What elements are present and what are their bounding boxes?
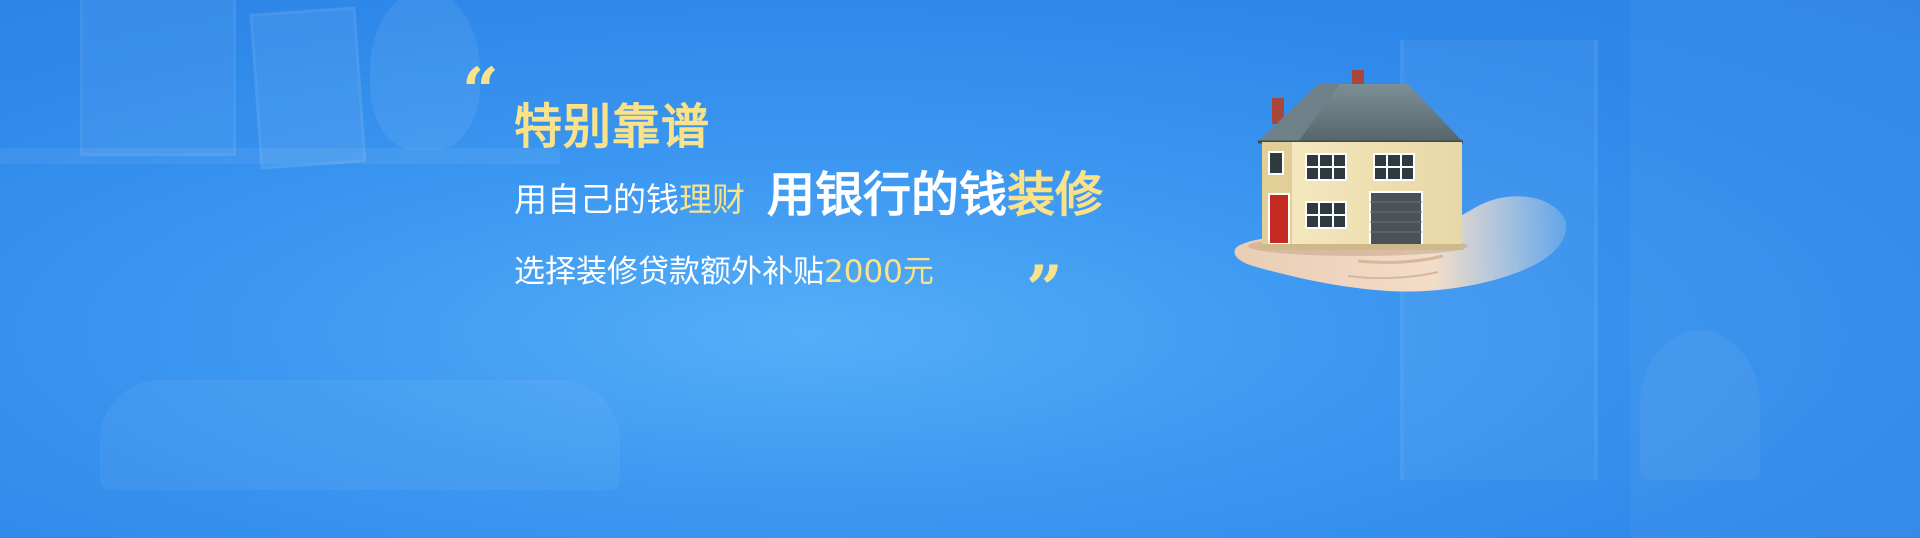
background-sofa <box>100 380 620 490</box>
background-shelf <box>0 148 560 164</box>
close-quote-icon: ” <box>1026 252 1063 327</box>
subsidy-text: 选择装修贷款额外补贴 <box>514 254 824 290</box>
house-in-hand-icon <box>1228 56 1588 318</box>
slogan-finance: 理财 <box>679 180 745 219</box>
slogan-bank-money: 用银行的钱 <box>767 167 1008 223</box>
subsidy-line: 选择装修贷款额外补贴2000元 <box>514 246 934 291</box>
slogan-renovation: 装修 <box>1007 167 1104 223</box>
background-plant <box>370 0 480 150</box>
background-picture-frame <box>249 6 367 170</box>
slogan-own-money: 用自己的钱 <box>514 180 679 219</box>
background-picture-frame <box>80 0 236 156</box>
headline: 特别靠谱 <box>514 99 711 155</box>
subsidy-amount: 2000元 <box>824 254 934 290</box>
background-window <box>1630 0 1920 538</box>
slogan-line: 用自己的钱 理财 用银行的钱 装修 <box>514 155 1103 225</box>
background-vase <box>1640 330 1760 480</box>
open-quote-icon: “ <box>462 54 499 129</box>
